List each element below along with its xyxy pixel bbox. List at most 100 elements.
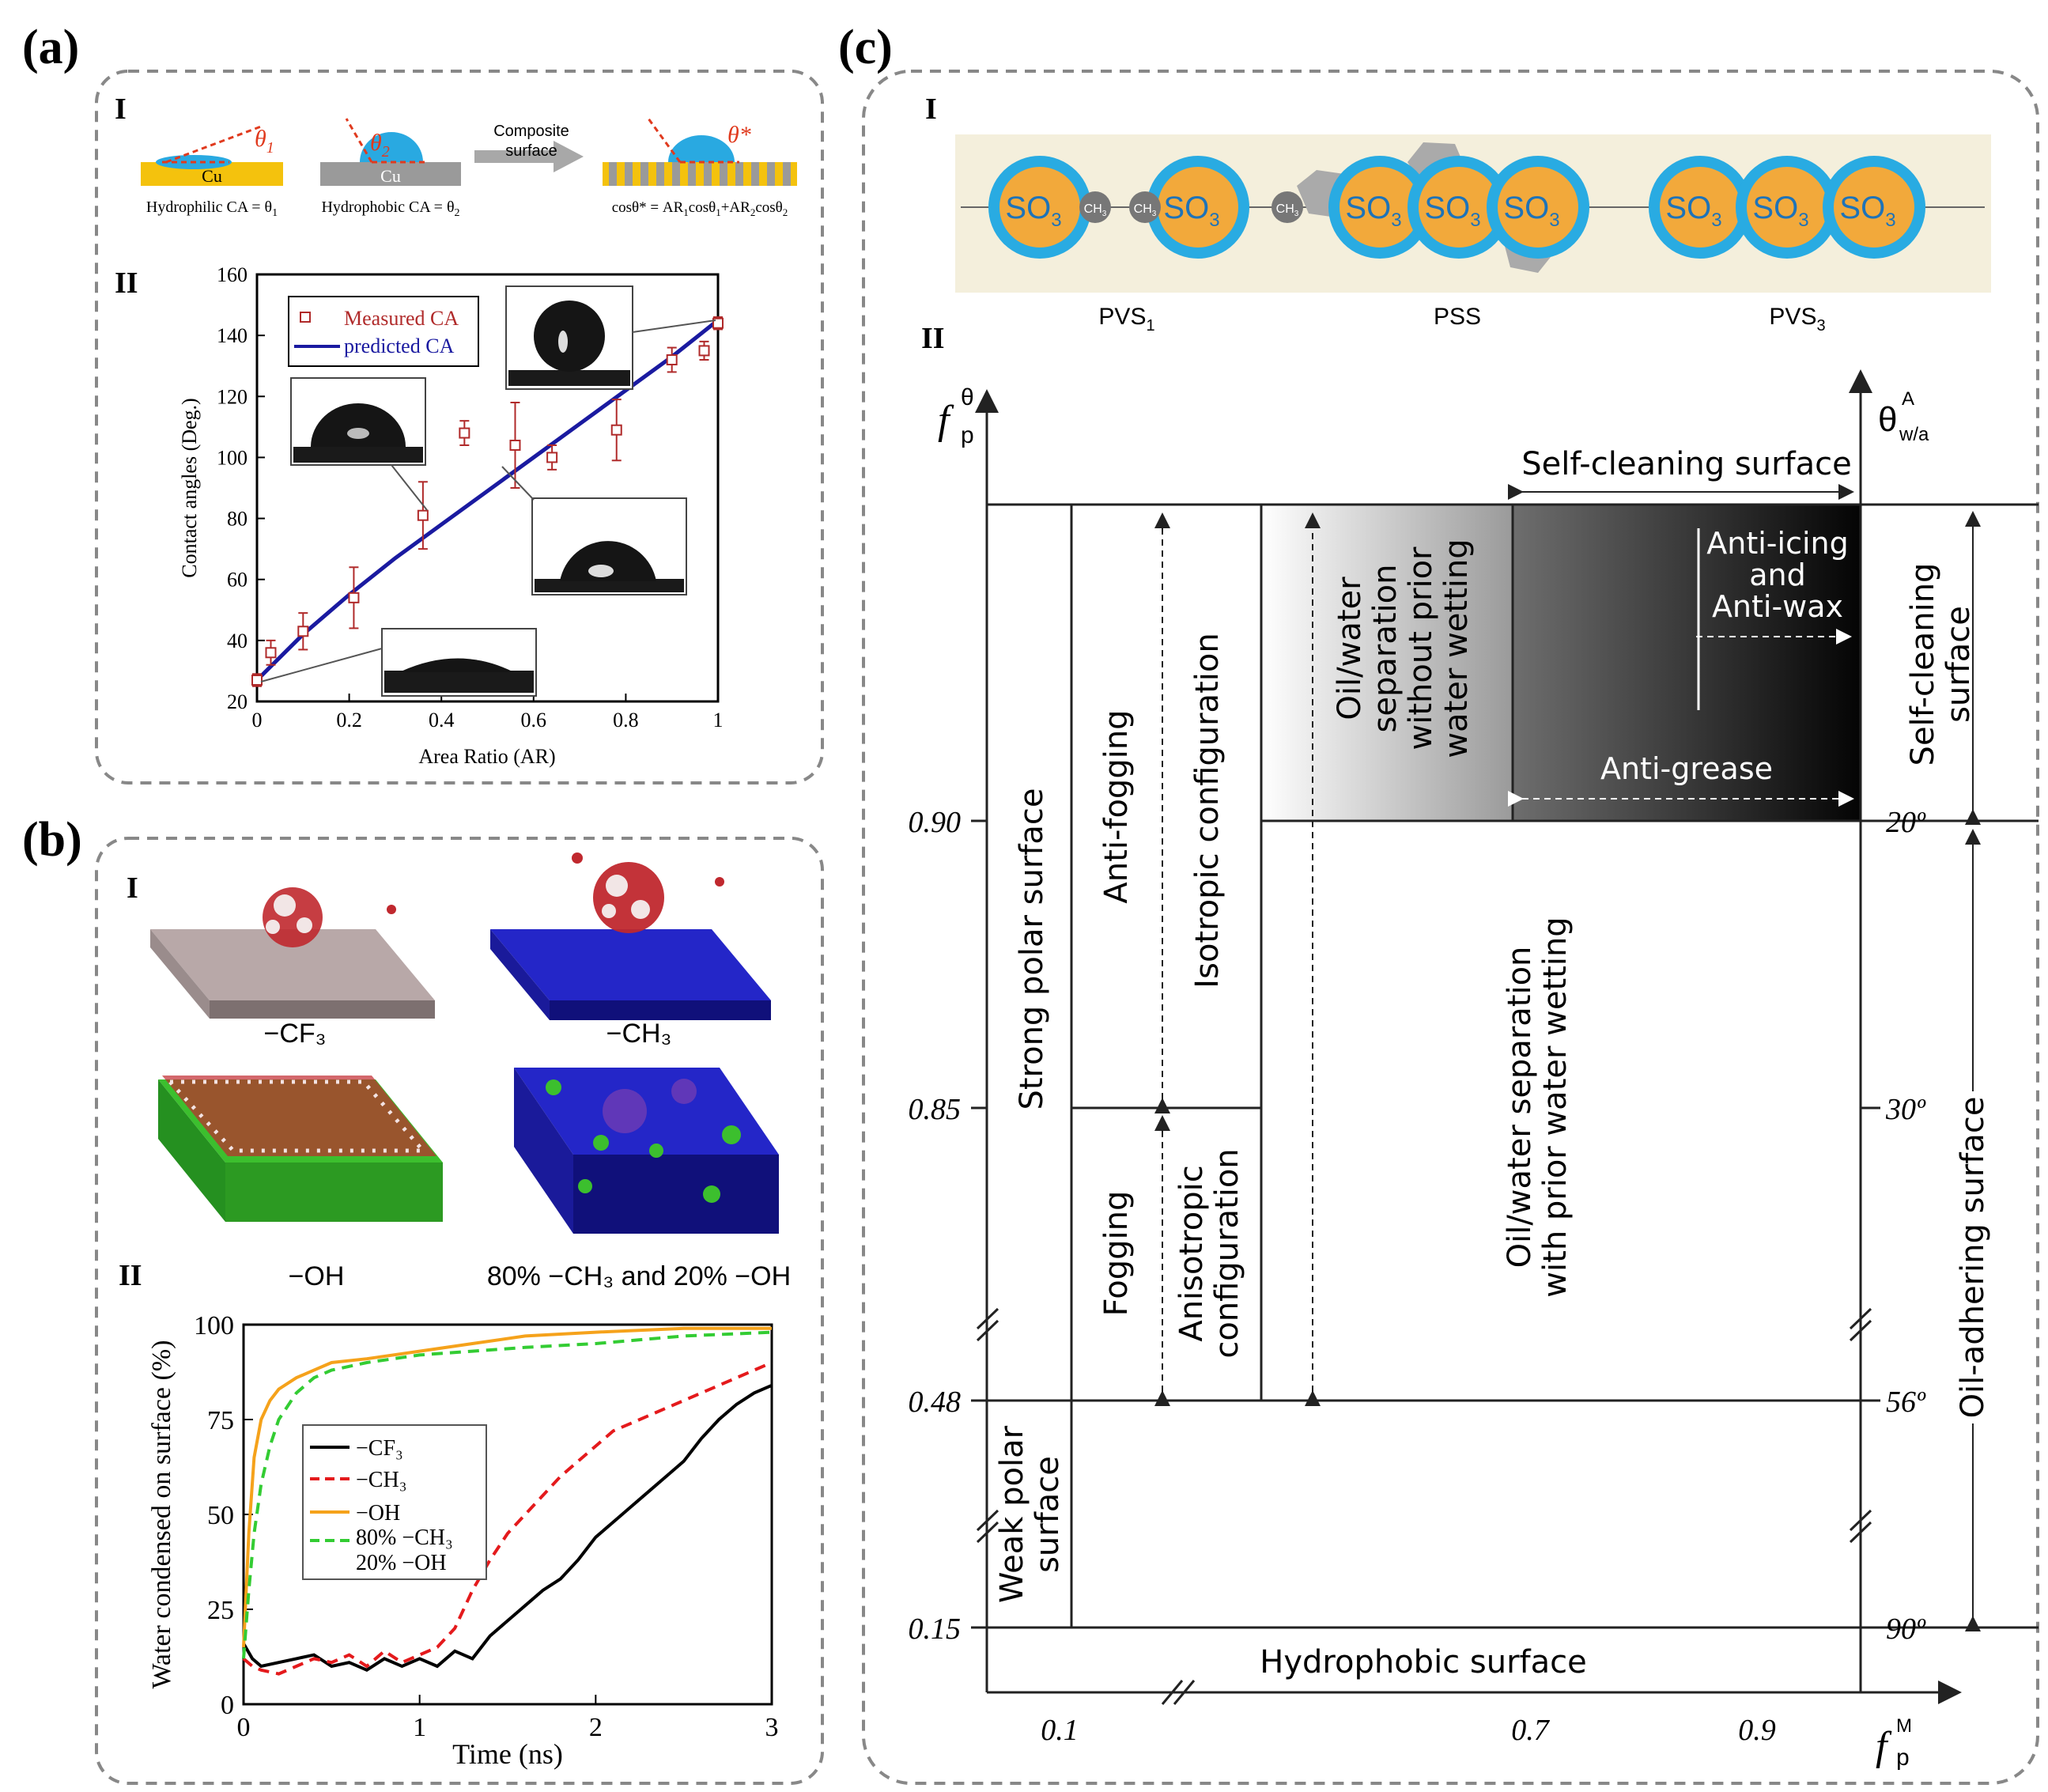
left-tick-048: 0.48 xyxy=(909,1386,962,1419)
label-anti-icing-2: and xyxy=(1749,558,1806,592)
label-self-cleaning-right-2: surface xyxy=(1940,606,1977,723)
so3-label: SO3 xyxy=(1163,191,1219,231)
predicted-ca-line xyxy=(255,318,720,682)
ch3-label: CH3 xyxy=(1276,202,1299,218)
panel-label-b: (b) xyxy=(22,813,82,867)
chart-b-xtick-label: 3 xyxy=(765,1713,779,1742)
legend-marker-measured xyxy=(300,312,311,323)
label-isotropic: Isotropic configuration xyxy=(1189,633,1226,988)
measured-ca-point xyxy=(698,345,710,357)
right-axis-symbol: θ xyxy=(1878,400,1897,439)
chart-b-xlabel: Time (ns) xyxy=(452,1738,563,1770)
label-fogging: Fogging xyxy=(1098,1191,1135,1317)
measured-ca-point xyxy=(297,626,309,637)
series-line-3 xyxy=(242,1330,773,1659)
label-anisotropic-1: Anisotropic xyxy=(1173,1165,1210,1341)
panel-a-sublabel-i: I xyxy=(115,93,127,126)
right-axis-sup: A xyxy=(1902,388,1914,410)
axis-breaks xyxy=(976,1307,1872,1705)
label-oil-water-without-2: separation xyxy=(1367,565,1404,733)
so3-label: SO3 xyxy=(1839,191,1895,231)
water-drop-bead xyxy=(360,132,423,162)
chart-b-ytick-label: 50 xyxy=(207,1501,234,1530)
so3-label: SO3 xyxy=(1752,191,1808,231)
composite-arrow: Composite surface xyxy=(474,123,584,172)
arrow-label-1: Composite xyxy=(493,123,569,140)
so3-label: SO3 xyxy=(1424,191,1480,231)
chart-a-ytick-label: 140 xyxy=(217,324,247,347)
label-weak-polar-1: Weak polar xyxy=(994,1425,1030,1603)
chart-a-xtick-label: 0.2 xyxy=(336,709,362,732)
ch3-group xyxy=(1079,191,1111,223)
measured-ca-point xyxy=(546,452,558,463)
label-anisotropic-2: configuration xyxy=(1209,1148,1245,1358)
ch3-label: CH3 xyxy=(1084,202,1107,218)
theta2-symbol: θ2 xyxy=(370,130,390,161)
wetting-regime-diagram: f θ p θ A w/a f M p 0.90 0.85 0.48 0.15 … xyxy=(909,369,2039,1771)
snapshot-caption-ch3: −CH₃ xyxy=(606,1019,672,1049)
so3-label: SO3 xyxy=(1005,191,1061,231)
chart-a-ylabel: Contact angles (Deg.) xyxy=(178,398,201,577)
contact-angle-line-1 xyxy=(165,125,262,164)
panel-label-a: (a) xyxy=(22,21,79,74)
chart-a-ytick-label: 40 xyxy=(227,629,247,652)
measured-ca-point xyxy=(610,424,622,436)
label-oil-water-without-1: Oil/water xyxy=(1332,577,1368,720)
polyelectrolyte-chains: SO3 SO3 SO3 SO3 SO3 SO3 SO3 SO3 CH3 CH3 CH3 xyxy=(988,142,1925,273)
theta1-symbol: θ1 xyxy=(255,126,274,157)
panel-b-frame xyxy=(95,837,824,1785)
chart-a-xtick-label: 1 xyxy=(713,709,724,732)
label-anti-grease: Anti-grease xyxy=(1600,751,1773,786)
measured-ca-point xyxy=(509,440,521,451)
panel-a-sublabel-ii: II xyxy=(115,267,138,300)
right-tick-30: 30º xyxy=(1885,1093,1926,1126)
chart-a-ytick-label: 20 xyxy=(227,690,247,713)
legend-label-oh: −OH xyxy=(356,1501,400,1525)
chart-b-xtick-label: 0 xyxy=(237,1713,251,1742)
chart-b-xtick-label: 1 xyxy=(413,1713,426,1742)
left-axis-sub: p xyxy=(961,422,974,448)
bottom-tick-09: 0.9 xyxy=(1738,1714,1776,1747)
pvs1-label: PVS1 xyxy=(1098,304,1154,335)
md-snapshot-mixed xyxy=(514,1068,779,1234)
snapshot-caption-cf3: −CF₃ xyxy=(263,1019,326,1049)
chart-a-xtick-label: 0.4 xyxy=(429,709,455,732)
droplet-inset-1 xyxy=(505,285,716,390)
chart-a-legend xyxy=(288,296,479,367)
oil-adhering-label-bg xyxy=(1953,1091,1989,1423)
chart-a-ytick-label: 80 xyxy=(227,508,247,531)
chart-b-legend xyxy=(302,1424,487,1580)
hydrophobic-schematic: Cu θ2 Hydrophobic CA = θ2 xyxy=(320,118,461,219)
chart-b-ytick-label: 25 xyxy=(207,1596,234,1625)
ch3-label: CH3 xyxy=(1134,202,1157,218)
series-line-2 xyxy=(242,1326,772,1648)
so3-group xyxy=(1487,156,1589,259)
label-anti-fogging: Anti-fogging xyxy=(1098,709,1135,903)
label-hydrophobic: Hydrophobic surface xyxy=(1260,1644,1586,1680)
label-self-cleaning-right-1: Self-cleaning xyxy=(1905,563,1941,766)
label-oil-water-without-3: without prior xyxy=(1403,546,1439,750)
cu-label-2: Cu xyxy=(380,166,401,186)
md-snapshot-cf3 xyxy=(150,887,435,1019)
left-tick-015: 0.15 xyxy=(909,1612,962,1646)
right-tick-90: 90º xyxy=(1886,1612,1926,1646)
pss-label: PSS xyxy=(1434,304,1481,330)
gradient-region-light xyxy=(1261,505,1513,821)
gradient-region-dark xyxy=(1513,505,1861,821)
hydrophilic-schematic: Cu θ1 Hydrophilic CA = θ1 xyxy=(141,125,283,219)
label-self-cleaning-top: Self-cleaning surface xyxy=(1521,446,1851,482)
legend-label-predicted: predicted CA xyxy=(344,335,455,357)
legend-label-mixed-1: 80% −CH₃ xyxy=(356,1525,453,1550)
label-oil-adhering: Oil-adhering surface xyxy=(1955,1097,1991,1419)
hydrophilic-caption: Hydrophilic CA = θ1 xyxy=(146,198,278,219)
bottom-tick-01: 0.1 xyxy=(1041,1714,1079,1747)
left-tick-085: 0.85 xyxy=(909,1093,962,1126)
label-strong-polar: Strong polar surface xyxy=(1014,788,1050,1110)
x-axis-sub: p xyxy=(1896,1745,1910,1771)
so3-label: SO3 xyxy=(1345,191,1401,231)
x-axis-sup: M xyxy=(1896,1715,1912,1737)
chart-a-xtick-label: 0.8 xyxy=(613,709,639,732)
chart-b-ytick-label: 75 xyxy=(207,1406,234,1435)
panel-b-sublabel-ii: II xyxy=(119,1259,142,1292)
